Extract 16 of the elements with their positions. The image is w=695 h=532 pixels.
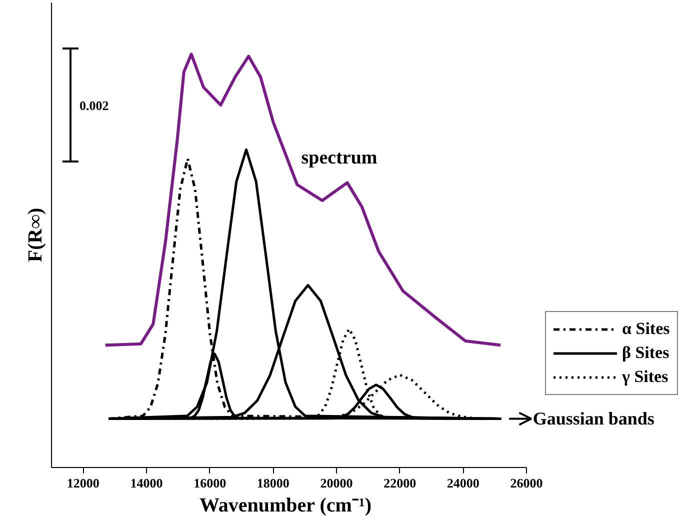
x-tick-label: 22000 <box>384 476 416 490</box>
legend-label: γ Sites <box>622 367 668 387</box>
x-axis-title: Wavenumber (cm⁻¹) <box>200 494 372 516</box>
x-tick-label: 16000 <box>194 476 226 490</box>
annotation: 0.002 <box>80 98 109 113</box>
text: Gaussian bands <box>532 408 654 429</box>
series-label: spectrum <box>301 148 378 169</box>
x-tick-label: 18000 <box>256 476 290 490</box>
y-axis-title: F(R∞) <box>24 208 46 262</box>
x-tick-label: 26000 <box>510 476 543 490</box>
x-tick-label: 14000 <box>130 476 163 490</box>
legend-label: α Sites <box>622 319 670 339</box>
x-tick-label: 12000 <box>66 476 100 490</box>
x-tick-label: 24000 <box>446 476 480 490</box>
legend-label: β Sites <box>622 343 670 363</box>
x-tick-label: 20000 <box>320 476 353 490</box>
